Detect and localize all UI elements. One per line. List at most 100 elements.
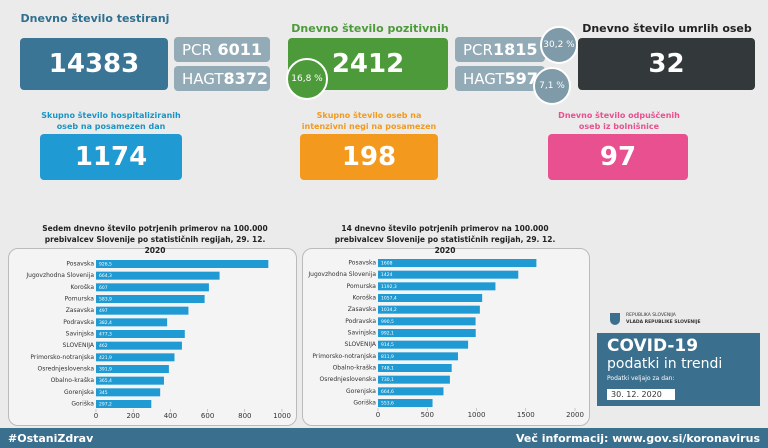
bar [378,270,519,279]
value-label: 345 [99,390,108,396]
category-label: Posavska [348,260,376,267]
value-label: 297,2 [99,402,112,408]
category-label: Koroška [71,284,95,291]
bar [378,387,444,396]
value-label: 730,1 [381,377,394,383]
category-label: Zasavska [66,307,95,314]
chart-title: Sedem dnevno število potrjenih primerov … [42,224,268,255]
category-label: Goriška [353,400,376,407]
bar [378,329,476,337]
x-tick-label: 1000 [273,412,291,420]
bar [96,283,209,292]
value-label: 914,5 [381,342,394,348]
card-value: 14383 [20,38,168,90]
x-tick-label: 0 [376,411,380,419]
share-circle: 16,8 % [286,58,328,100]
bar [378,305,480,314]
sub-card: HAGT 597 [455,66,545,91]
share-circle: 7,1 % [533,67,571,105]
sub-card: PCR 1815 [455,37,545,62]
value-label: 1424 [381,272,393,278]
category-label: Jugovzhodna Slovenija [25,272,94,279]
bar [378,364,452,372]
bar [378,294,483,302]
value-label: 583,9 [99,297,112,303]
value: 8372 [223,69,269,88]
category-label: Obalno-kraška [51,377,95,384]
value-label: 382,4 [99,320,112,326]
category-label: Savinjska [348,330,377,337]
bar [378,399,433,407]
x-tick-label: 500 [421,411,434,419]
logo-shield [610,313,620,325]
card-title: Dnevno število pozitivnih [291,22,449,35]
category-label: Podravska [345,318,376,325]
date-label: Podatki veljajo za dan: [607,375,675,382]
logo-text: REPUBLIKA SLOVENIJA VLADA REPUBLIKE SLOVE… [626,312,701,326]
value-label: 553,6 [381,401,394,407]
card-value: 1174 [40,134,182,180]
value-label: 497 [99,308,108,314]
category-label: Gorenjska [64,389,94,396]
card-title: Dnevno število odpuščenih oseb iz bolniš… [558,111,680,131]
category-label: SLOVENIJA [345,341,377,348]
bar [378,375,450,384]
bar [378,340,469,349]
category-label: Savinjska [66,331,95,338]
value-label: 1034,2 [381,307,397,313]
bar [96,318,168,327]
sub-card: PCR 6011 [174,37,270,62]
label: PCR [463,40,493,59]
value: 1815 [492,40,538,59]
value-label: 1192,3 [381,284,397,290]
category-label: Jugovzhodna Slovenija [307,271,376,278]
value-label: 607 [99,285,108,291]
card-value: 32 [578,38,755,90]
x-tick-label: 600 [201,412,214,420]
value-label: 992,1 [381,331,394,337]
share-circle: 30,2 % [540,26,578,64]
category-label: Posavska [66,261,94,268]
card-value: 97 [548,134,688,180]
label: PCR [182,40,212,59]
bar [378,352,458,361]
x-tick-label: 200 [127,412,140,420]
category-label: Primorsko-notranjska [312,353,376,360]
category-label: Podravska [63,319,94,326]
x-tick-label: 800 [238,412,251,420]
card-value: 198 [300,134,438,180]
card-title: Dnevno število umrlih oseb [582,22,752,35]
value-label: 421,9 [99,355,112,361]
value: 6011 [217,40,262,59]
category-label: Goriška [71,401,94,408]
date: 30. 12. 2020 [607,389,675,400]
value-label: 1608 [381,261,393,267]
bar [96,388,161,397]
covid-title: COVID-19 [607,336,699,356]
value-label: 990,5 [381,319,394,325]
category-label: Osrednjeslovenska [319,376,376,383]
chart-title: 14 dnevno število potrjenih primerov na … [334,224,556,255]
hashtag: #OstaniZdrav [8,431,94,445]
bar [96,295,205,303]
x-tick-label: 2000 [566,411,584,419]
category-label: Koroška [353,295,377,302]
bar [96,330,185,338]
logo-line: REPUBLIKA SLOVENIJA [626,313,676,318]
x-tick-label: 1000 [468,411,486,419]
sub-card: HAGT 8372 [174,66,270,91]
value-label: 365,4 [99,378,112,384]
bar [96,353,175,362]
card-title: Skupno število hospitaliziranih oseb na … [41,111,181,131]
value-label: 664,6 [381,389,394,395]
covid-subtitle: podatki in trendi [607,356,723,372]
value: 597 [504,69,538,88]
x-tick-label: 1500 [517,411,535,419]
bar [96,306,189,315]
bar [96,260,269,268]
category-label: Zasavska [348,306,377,313]
bar [96,376,164,385]
logo-line: VLADA REPUBLIKE SLOVENIJE [626,320,701,325]
